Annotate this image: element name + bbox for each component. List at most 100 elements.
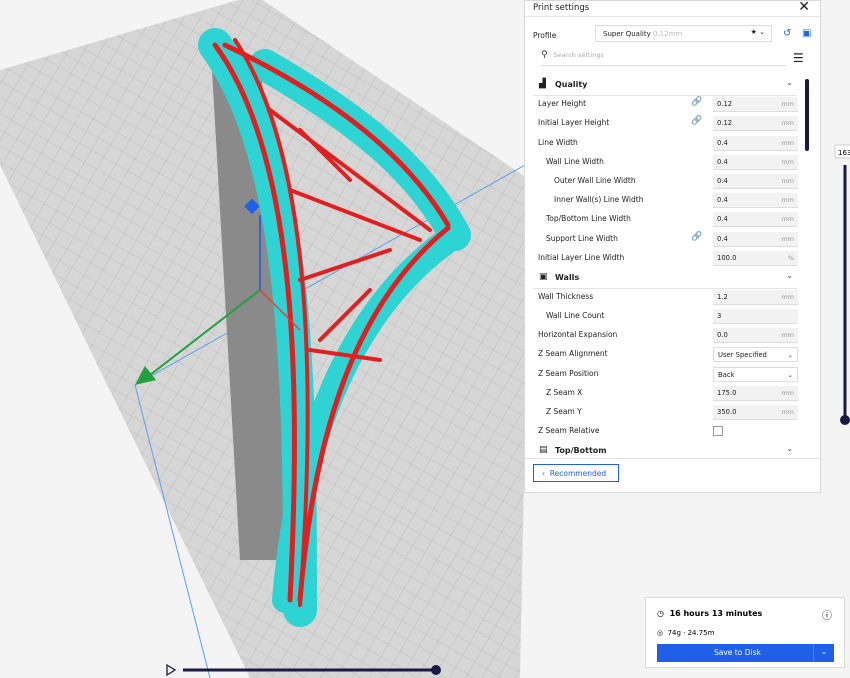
layer-label: 163 (838, 149, 850, 157)
setting-value: 0.4 (717, 177, 728, 185)
chevron: ⌄ (787, 370, 793, 379)
section-title: Top/Bottom (555, 446, 607, 455)
setting-row: Wall Thickness 1.2 mm (533, 288, 803, 307)
setting-value: 0.4 (717, 157, 728, 166)
setting-row: Z Seam X 175.0 mm (533, 384, 803, 403)
text-field[interactable]: 350.0 mm (713, 405, 798, 420)
text-field[interactable]: 0.12 mm (713, 97, 798, 113)
timeline[interactable] (166, 663, 441, 677)
print-time: ◷ 16 hours 13 minutes (657, 609, 763, 618)
setting-unit: mm (781, 157, 794, 166)
setting-unit: mm (781, 196, 794, 205)
chevron: ⌄ (786, 444, 793, 453)
settings-list: ▟ Quality ⌄ Layer Height 🔗 0.12 mm Initial Laye… (533, 76, 803, 456)
section-icon: ▤ (539, 445, 548, 455)
text-field[interactable]: 0.4 mm (713, 135, 798, 151)
setting-value: 0.4 (717, 234, 728, 243)
close[interactable]: ✕ (798, 0, 810, 15)
setting-unit: mm (781, 388, 794, 397)
profile-label: Profile (533, 31, 557, 40)
setting-unit: mm (781, 177, 794, 185)
info[interactable]: ⓘ (822, 611, 832, 622)
setting-label: Z Seam Alignment (538, 349, 608, 359)
setting-row: Z Seam Position Back ⌄ (533, 365, 803, 384)
setting-unit: mm (781, 215, 794, 224)
menu[interactable]: ☰ (793, 51, 804, 65)
setting-label: Initial Layer Height (538, 118, 610, 128)
setting-unit: % (787, 253, 794, 262)
panel-title: Print settings (533, 3, 590, 13)
model-shadow (212, 70, 300, 560)
dropdown[interactable]: User Specified ⌄ (713, 347, 798, 363)
link-icon: 🔗 (691, 97, 703, 108)
setting-unit: mm (781, 331, 794, 340)
recommended-button[interactable]: ‹ Recommended (533, 464, 619, 482)
section-header[interactable]: ▤ Top/Bottom ⌄ (533, 442, 797, 456)
setting-row: Top/Bottom Line Width 0.4 mm (533, 210, 803, 229)
setting-value: 100.0 (717, 253, 737, 262)
setting-value: User Specified (718, 351, 767, 360)
profile-layer: 0.12mm (652, 30, 683, 38)
text-field[interactable]: 175.0 mm (713, 385, 798, 401)
setting-value: 0.4 (717, 138, 728, 147)
save-label: Save to Disk (714, 648, 761, 657)
text-field[interactable]: 3 (713, 309, 798, 324)
setting-label: Z Seam Relative (538, 426, 600, 436)
text-field[interactable]: 0.12 mm (713, 116, 798, 132)
search-placeholder: Search settings (553, 51, 604, 59)
setting-label: Z Seam Position (538, 368, 599, 378)
checkbox[interactable] (713, 426, 723, 437)
save-profile[interactable]: ▣ (802, 28, 812, 39)
text-field[interactable]: 1.2 mm (713, 289, 798, 305)
link-icon: 🔗 (691, 116, 703, 127)
section-header[interactable]: ▣ Walls ⌄ (533, 269, 797, 289)
material: 74g · 24.75m (667, 629, 715, 637)
print-settings-panel: Print settings ✕ Profile Super Quality 0… (524, 0, 822, 493)
text-field[interactable]: 100.0% (713, 250, 798, 266)
setting-row: Initial Layer Height 🔗 0.12 mm (533, 114, 803, 133)
save-button[interactable]: Save to Disk ⌄ (657, 644, 834, 662)
setting-row: Horizontal Expansion 0.0 mm (533, 326, 803, 345)
material-usage: ◎ 74g · 24.75m (657, 629, 715, 637)
setting-unit: mm (781, 408, 794, 416)
setting-label: Wall Line Count (546, 311, 605, 320)
setting-value: 0.4 (717, 196, 728, 205)
setting-value: 0.4 (717, 215, 728, 224)
setting-row: Layer Height 🔗 0.12 mm (533, 95, 803, 114)
model (198, 28, 471, 627)
setting-row: Wall Line Count 3 (533, 307, 803, 326)
section-header[interactable]: ▟ Quality ⌄ (533, 76, 797, 96)
scrollbar[interactable] (805, 79, 809, 151)
setting-label: Wall Line Width (546, 156, 604, 166)
profile-select[interactable]: Super Quality 0.12mm ★ ⌄ (595, 25, 772, 42)
section-icon: ▣ (539, 271, 548, 282)
profile-name: Super Quality (603, 30, 651, 38)
text-field[interactable]: 0.4 mm (713, 174, 798, 189)
divider (525, 16, 822, 17)
setting-label: Z Seam X (546, 387, 583, 397)
dropdown[interactable]: Back ⌄ (713, 366, 798, 382)
setting-label: Inner Wall(s) Line Width (554, 195, 644, 205)
text-field[interactable]: 0.4 mm (713, 212, 798, 228)
text-field[interactable]: 0.4 mm (713, 193, 798, 209)
text-field[interactable]: 0.0 mm (713, 328, 798, 344)
search[interactable]: ⚲ Search settings (541, 50, 786, 66)
setting-row: Outer Wall Line Width 0.4 mm (533, 172, 803, 191)
axes (135, 198, 301, 385)
text-field[interactable]: 0.4 mm (713, 231, 798, 247)
setting-row: Wall Line Width 0.4 mm (533, 153, 803, 172)
chevron: ⌄ (786, 78, 793, 87)
time: 16 hours 13 minutes (669, 609, 763, 618)
reset[interactable]: ↺ (783, 28, 792, 39)
section-title: Quality (555, 80, 588, 89)
setting-value: 350.0 (717, 408, 737, 416)
layer-slider[interactable]: 163 (834, 144, 850, 425)
divider (525, 458, 822, 459)
text-field[interactable]: 0.4 mm (713, 154, 798, 170)
setting-row: Support Line Width 🔗 0.4 mm (533, 230, 803, 249)
setting-value: 1.2 (717, 292, 728, 301)
setting-row: Z Seam Alignment User Specified ⌄ (533, 345, 803, 364)
